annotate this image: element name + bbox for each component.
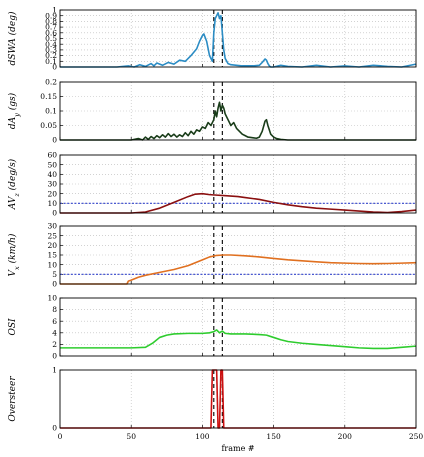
y-tick-label: 0.05 xyxy=(40,121,57,130)
y-tick-label: 50 xyxy=(47,160,57,169)
y-tick-label: 5 xyxy=(52,270,57,279)
y-axis-label-part: km/h xyxy=(8,237,18,260)
panel-5: 0 2 4 6 8 10 OSI xyxy=(8,294,417,361)
plot-frame xyxy=(59,225,417,285)
y-tick-label: 20 xyxy=(47,189,57,198)
y-tick-label: 0.2 xyxy=(45,51,57,60)
y-axis-label-part: ) xyxy=(7,11,18,16)
y-axis-label-part: Oversteer xyxy=(8,376,18,422)
y-tick-label: 0 xyxy=(52,280,57,289)
y-axis-label: dSWA (deg) xyxy=(7,11,18,65)
y-tick-label: 15 xyxy=(47,251,57,260)
plot-frame xyxy=(59,9,417,68)
y-tick-label: 0.6 xyxy=(45,28,57,37)
y-axis-label-part: z xyxy=(13,193,21,198)
y-axis-label-part: (gs) xyxy=(7,92,18,113)
y-tick-label: 60 xyxy=(47,151,57,160)
plot-frame xyxy=(59,81,417,141)
y-tick-label: 0 xyxy=(52,352,57,361)
y-tick-label: 25 xyxy=(47,231,57,240)
y-axis-label-part: ) xyxy=(7,158,18,163)
x-tick-label: 100 xyxy=(195,432,210,441)
y-axis-label-part: ( xyxy=(7,186,18,193)
y-axis-label: dAy (gs) xyxy=(7,92,21,129)
y-tick-label: 1 xyxy=(52,366,57,375)
plot-frame xyxy=(59,154,417,214)
y-tick-label: 0 xyxy=(52,63,57,72)
y-tick-label: 4 xyxy=(52,328,57,337)
y-tick-label: 0.8 xyxy=(45,17,57,26)
x-tick-label: 50 xyxy=(126,432,136,441)
y-tick-label: 40 xyxy=(47,170,57,179)
y-tick-label: 0.2 xyxy=(45,78,57,87)
y-tick-label: 1 xyxy=(52,6,57,15)
y-tick-label: 10 xyxy=(47,199,57,208)
panel-6: 0 1 Oversteer xyxy=(8,366,417,433)
y-tick-label: 8 xyxy=(52,305,57,314)
x-tick-label: 0 xyxy=(58,432,63,441)
y-tick-label: 0.1 xyxy=(45,107,57,116)
y-tick-label: 2 xyxy=(52,340,57,349)
y-tick-label: 0.4 xyxy=(45,40,57,49)
panel-2: 0 0.05 0.1 0.15 0.2 dAy (gs) xyxy=(7,78,417,145)
y-axis-label-part: ( xyxy=(7,259,18,266)
y-axis-label: OSI xyxy=(8,318,18,336)
series-line xyxy=(60,254,417,285)
y-tick-label: 6 xyxy=(52,317,57,326)
y-axis-label: Oversteer xyxy=(8,376,18,422)
x-axis-label: frame # xyxy=(221,444,254,453)
plot-frame xyxy=(59,297,417,357)
y-axis-label-part: dA xyxy=(8,116,18,129)
y-tick-label: 0.15 xyxy=(40,92,57,101)
y-axis-label-part: deg xyxy=(8,15,18,32)
y-tick-label: 0.9 xyxy=(45,11,57,20)
y-tick-label: 30 xyxy=(47,180,57,189)
y-tick-label: 30 xyxy=(47,222,57,231)
y-axis-label-part: OSI xyxy=(8,318,18,336)
series-line xyxy=(60,101,416,141)
panel-1: 00.10.20.30.40.50.60.70.80.91 dSWA (deg) xyxy=(7,6,417,72)
plot-frame xyxy=(59,369,417,429)
y-axis-label-part: y xyxy=(13,113,21,118)
x-axis: frame # 0 50 100 150 200 250 xyxy=(58,432,424,453)
series-line xyxy=(60,192,417,214)
x-tick-label: 200 xyxy=(338,432,353,441)
y-tick-label: 0 xyxy=(52,209,57,218)
y-tick-label: 10 xyxy=(47,294,57,303)
y-tick-label: 0.5 xyxy=(45,34,57,43)
y-axis-label-part: deg/s xyxy=(8,162,18,187)
y-axis-label-part: AV xyxy=(8,195,18,210)
y-axis-label-part: x xyxy=(13,266,21,270)
series-line xyxy=(60,329,417,350)
series-line xyxy=(60,369,416,429)
y-tick-label: 20 xyxy=(47,241,57,250)
x-tick-label: 250 xyxy=(409,432,424,441)
y-tick-label: 0 xyxy=(52,136,57,145)
y-tick-label: 10 xyxy=(47,260,57,269)
series-line xyxy=(60,12,417,68)
y-tick-label: 0.7 xyxy=(45,23,57,32)
y-axis-label-part: d xyxy=(8,59,18,65)
y-axis-label-part: ( xyxy=(7,31,18,38)
y-axis-label: AVz (deg/s) xyxy=(7,158,21,210)
y-tick-label: 0.3 xyxy=(45,46,57,55)
y-axis-label-part: SWA xyxy=(8,38,18,60)
y-axis-label-part: ) xyxy=(7,233,18,238)
y-axis-label: Vx (km/h) xyxy=(7,233,21,276)
y-axis-label-part: V xyxy=(8,268,18,276)
y-tick-label: 0.1 xyxy=(45,57,57,66)
x-tick-label: 150 xyxy=(266,432,281,441)
y-tick-label: 0 xyxy=(52,424,57,433)
